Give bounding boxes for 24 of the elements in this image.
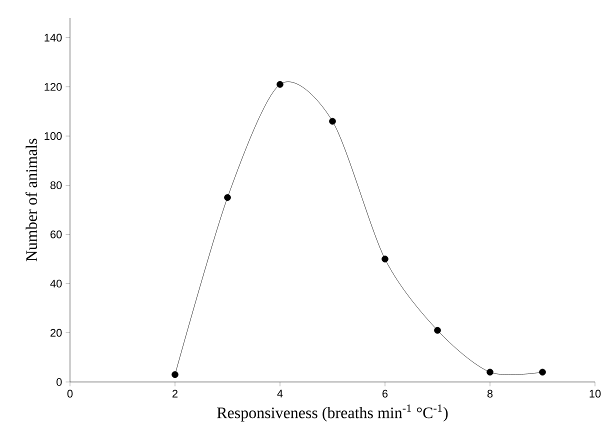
y-tick-label: 100 <box>44 132 62 140</box>
x-tick-label: 6 <box>382 390 388 398</box>
y-tick-label: 140 <box>44 34 62 42</box>
x-axis-title: Responsiveness (breaths min$^{-1}$ °C$^{-1}$) <box>217 404 448 422</box>
y-tick-label: 60 <box>50 230 62 238</box>
x-tick-label: 10 <box>590 390 601 398</box>
point <box>276 80 284 88</box>
point <box>486 368 494 376</box>
y-tick-label: 0 <box>56 378 62 386</box>
y-tick-label: 80 <box>50 181 62 190</box>
y-axis-title: Number of animals <box>26 138 37 262</box>
point <box>329 118 336 125</box>
x-tick-label: 2 <box>172 390 178 398</box>
point <box>382 256 388 262</box>
y-tick-label: 20 <box>50 328 62 337</box>
y-tick-label: 120 <box>44 82 62 91</box>
point <box>539 368 546 376</box>
point <box>172 371 178 378</box>
point <box>224 194 231 201</box>
x-tick-label: 0 <box>67 390 73 398</box>
x-tick-label: 8 <box>487 390 493 398</box>
x-tick-label: 4 <box>277 390 283 398</box>
y-tick-label: 40 <box>50 280 62 288</box>
point <box>434 326 441 334</box>
